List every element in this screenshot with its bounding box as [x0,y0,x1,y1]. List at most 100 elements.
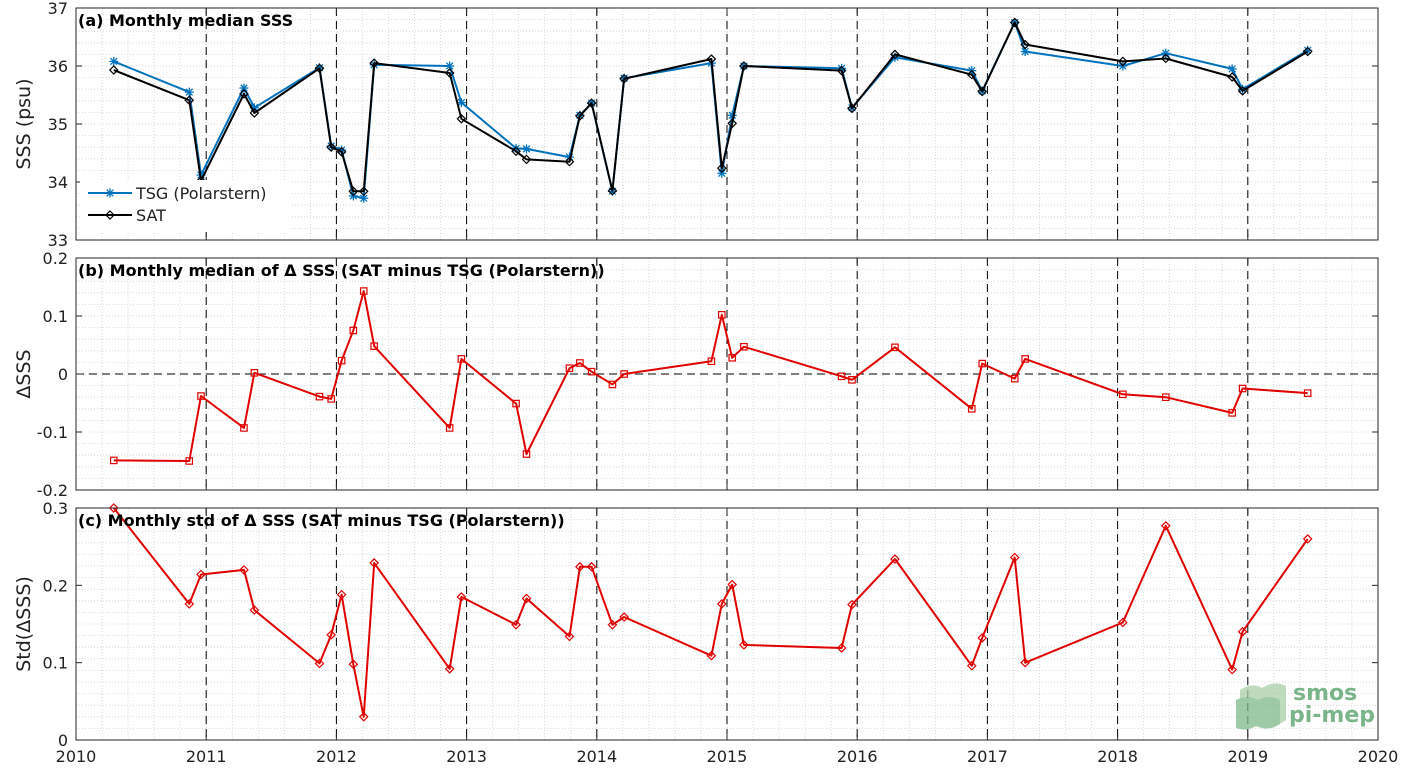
y-tick-label: 35 [48,115,68,134]
data-point [1009,17,1020,28]
panel-a-ylabel: SSS (psu) [13,78,35,169]
legend-marker-shape [105,188,115,198]
data-point [1117,617,1128,628]
legend: TSG (Polarstern) SAT [80,180,290,232]
legend-entry-tsg: TSG (Polarstern) [135,184,266,203]
legend-marker-sat [105,210,115,220]
y-tick-label: 0.2 [43,249,68,268]
y-tick-label: 0.3 [43,499,68,518]
x-tick-label: 2010 [56,747,97,766]
data-point [891,343,899,352]
data-point [358,711,369,722]
data-point [727,118,738,129]
data-point [716,163,727,173]
legend-marker-shape [105,210,115,220]
y-tick-label: 37 [48,0,68,18]
data-point [185,457,194,465]
data-point [1009,552,1020,563]
x-tick-label: 2012 [316,747,357,766]
logo-text-smos: smos [1293,681,1357,706]
data-point [607,185,618,196]
data-point [314,658,325,669]
data-point [847,599,857,610]
x-tick-label: 2016 [837,747,878,766]
data-point [1227,64,1237,74]
y-tick-label: 0.1 [43,307,68,326]
data-point [587,367,596,376]
data-point [1161,48,1171,58]
data-point [1302,534,1313,544]
data-point [966,69,977,80]
data-point [521,144,531,154]
data-point [608,380,617,389]
y-tick-label: 33 [48,231,68,250]
data-point [977,86,988,97]
panel-a-median-sss: 33 34 35 36 37 (a) Monthly median SSS SSS (p… [13,0,1379,250]
series-line [113,21,1309,193]
legend-entry-sat: SAT [136,206,166,225]
legend-box [80,180,290,232]
y-tick-label: -0.2 [37,481,68,500]
data-point [337,356,346,365]
data-point [456,592,467,602]
data-point [1303,389,1312,397]
data-point [239,565,249,575]
data-point [109,456,118,465]
x-tick-label: 2018 [1097,747,1138,766]
data-point [184,87,194,97]
data-point [369,58,380,68]
data-point [1302,46,1313,57]
panel-a-title: (a) Monthly median SSS [78,11,293,30]
data-point [1227,72,1238,82]
y-tick-label: -0.1 [37,423,68,442]
data-point [512,399,520,408]
data-point [728,353,737,362]
panel-b-title: (b) Monthly median of Δ SSS (SAT minus T… [78,261,605,280]
y-tick-label: 36 [48,57,68,76]
data-point [1237,626,1248,637]
panel-c-title: (c) Monthly std of Δ SSS (SAT minus TSG … [78,511,565,530]
panel-c-ylabel: Std(ΔSSS) [13,576,35,672]
data-point [358,186,369,197]
data-point [196,569,206,580]
data-point [1020,47,1030,56]
data-point [521,154,532,165]
data-point [1119,390,1127,399]
logo-text-pi-mep: pi-mep [1289,703,1375,728]
data-point [184,95,195,106]
data-point [890,49,900,60]
data-point [978,359,986,368]
data-point [108,65,119,75]
data-point [1238,384,1247,393]
x-tick-label: 2013 [446,747,487,766]
data-point [326,629,337,640]
data-point [619,73,629,84]
data-point [848,376,856,384]
panel-c-std-delta-sss: 0 0.1 0.2 0.3 2010 2011 2012 2013 2014 2015 2016 2… [13,499,1398,766]
data-point [740,342,748,351]
data-point [250,369,259,377]
series-line [113,290,1308,462]
data-point [1021,355,1029,363]
data-point [239,88,249,99]
data-point [444,664,455,674]
logo-wave-front-icon [1236,697,1280,730]
data-point [707,357,716,366]
data-point [836,65,847,76]
data-point [240,424,248,432]
data-point [349,326,358,335]
data-point [575,111,585,121]
data-point [370,342,378,350]
data-point [717,168,727,178]
series-line [113,507,1309,718]
x-tick-label: 2020 [1358,747,1399,766]
data-point [890,554,900,564]
data-point [837,372,846,381]
y-tick-label: 0 [58,365,68,384]
data-point [445,424,454,432]
data-point [1160,53,1171,64]
data-point [109,56,119,66]
data-point [576,359,584,367]
series-line [113,21,1309,200]
